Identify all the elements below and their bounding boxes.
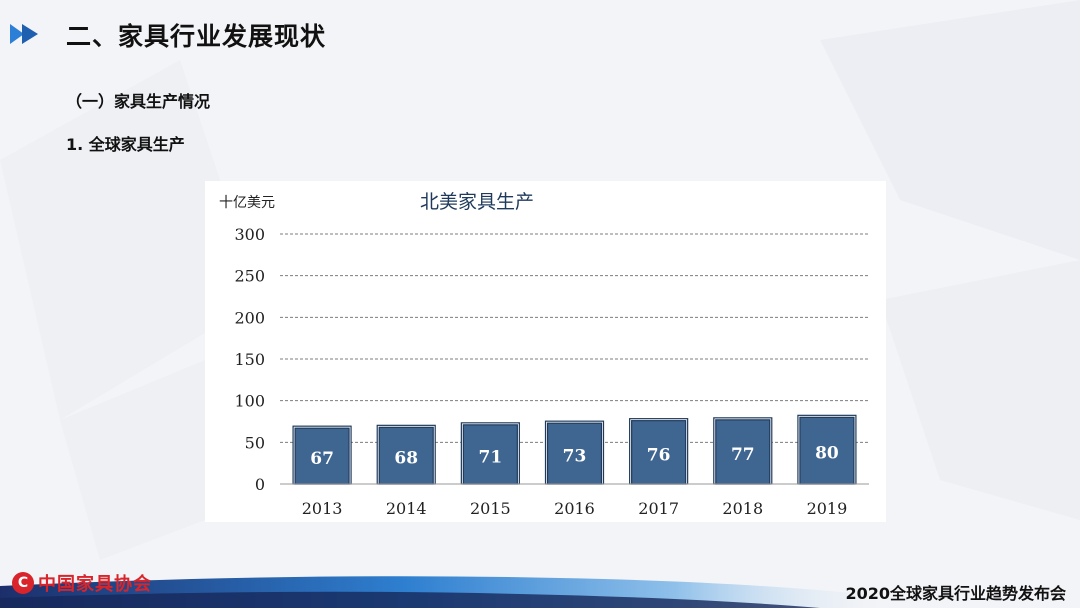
bar: [378, 426, 434, 485]
footer-bar: [0, 576, 900, 608]
x-axis-ticks: 2013 2014 2015 2016 2017 2018 2019: [302, 499, 848, 518]
bar: [631, 420, 687, 485]
x-tick-label: 2015: [470, 499, 511, 518]
data-label: 73: [563, 447, 587, 467]
y-tick-label: 0: [255, 475, 265, 494]
org-logo: C 中国家具协会: [12, 570, 152, 596]
y-axis-label: 十亿美元: [219, 195, 275, 211]
data-label: 67: [310, 449, 334, 469]
subsection-title: 1. 全球家具生产: [66, 135, 185, 154]
chart-panel: 0 50 100 150 200 250 300 67 68 71 73 76 77 80 2013 20…: [205, 181, 886, 522]
x-tick-label: 2017: [638, 499, 679, 518]
y-tick-label: 200: [234, 308, 265, 327]
gridlines: [280, 233, 869, 443]
y-tick-label: 150: [234, 350, 265, 369]
x-tick-label: 2016: [554, 499, 595, 518]
section-title: （一）家具生产情况: [66, 92, 211, 111]
data-label: 80: [815, 444, 839, 464]
y-tick-label: 100: [234, 392, 265, 411]
x-tick-label: 2013: [302, 499, 343, 518]
header-arrow-icon: [10, 24, 38, 44]
slide-title: 二、家具行业发展现状: [66, 22, 327, 51]
org-logo-text: 中国家具协会: [38, 574, 152, 595]
bars: 67 68 71 73 76 77 80: [292, 414, 857, 485]
bar: [462, 424, 518, 485]
data-label: 77: [731, 445, 755, 465]
logo-icon: C: [12, 572, 34, 594]
y-tick-label: 250: [234, 267, 265, 286]
x-tick-label: 2019: [807, 499, 848, 518]
y-tick-label: 50: [245, 433, 265, 452]
data-label: 76: [647, 445, 671, 465]
x-tick-label: 2018: [722, 499, 763, 518]
y-axis-ticks: 0 50 100 150 200 250 300: [234, 225, 265, 494]
y-tick-label: 300: [234, 225, 265, 244]
chart-title: 北美家具生产: [420, 191, 534, 213]
x-tick-label: 2014: [386, 499, 427, 518]
bar: [546, 422, 603, 485]
data-label: 71: [479, 447, 503, 467]
event-title: 2020全球家具行业趋势发布会: [845, 584, 1066, 603]
bar: [799, 416, 855, 485]
data-label: 68: [394, 449, 418, 469]
